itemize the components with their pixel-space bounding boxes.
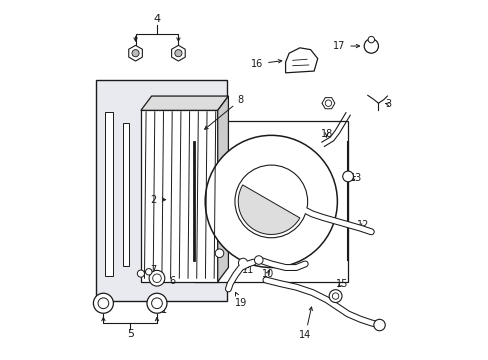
Circle shape: [152, 274, 161, 283]
Text: 19: 19: [234, 292, 246, 308]
Polygon shape: [217, 96, 228, 282]
Text: 12: 12: [356, 220, 368, 230]
Polygon shape: [285, 48, 317, 73]
Polygon shape: [322, 98, 334, 109]
Bar: [96, 80, 226, 301]
Text: 1: 1: [161, 302, 167, 315]
Polygon shape: [141, 96, 228, 111]
Circle shape: [373, 319, 385, 331]
Text: 5: 5: [126, 329, 133, 339]
Circle shape: [238, 258, 247, 267]
Bar: [105, 112, 113, 276]
Text: 17: 17: [332, 41, 359, 51]
Circle shape: [234, 165, 307, 238]
Circle shape: [132, 50, 139, 57]
Polygon shape: [171, 45, 185, 61]
Text: 3: 3: [385, 99, 391, 109]
Text: 15: 15: [335, 279, 347, 289]
Text: 13: 13: [349, 173, 362, 183]
Bar: [141, 111, 217, 282]
Circle shape: [149, 270, 164, 286]
Circle shape: [98, 298, 108, 309]
Circle shape: [254, 256, 263, 264]
Circle shape: [328, 290, 341, 302]
Circle shape: [145, 269, 152, 275]
Text: 2: 2: [150, 195, 165, 204]
Text: 18: 18: [320, 129, 332, 139]
Circle shape: [147, 293, 166, 313]
Text: 4: 4: [153, 14, 160, 24]
Text: 7: 7: [144, 265, 156, 275]
Circle shape: [137, 270, 144, 277]
Text: 9: 9: [322, 99, 328, 109]
Circle shape: [151, 298, 162, 309]
Text: 11: 11: [242, 265, 254, 275]
Circle shape: [342, 171, 353, 182]
Polygon shape: [238, 185, 299, 234]
Polygon shape: [128, 45, 142, 61]
Circle shape: [364, 39, 378, 53]
Circle shape: [205, 135, 337, 267]
Text: 10: 10: [261, 269, 273, 279]
Circle shape: [93, 293, 113, 313]
Text: 16: 16: [250, 59, 281, 69]
Text: 14: 14: [299, 307, 312, 341]
Bar: [194, 121, 347, 282]
Circle shape: [175, 50, 182, 57]
Bar: [123, 123, 129, 266]
Circle shape: [332, 293, 338, 299]
Circle shape: [215, 249, 224, 257]
Circle shape: [367, 36, 374, 43]
Text: 6: 6: [161, 276, 175, 286]
Circle shape: [325, 100, 331, 107]
Text: 8: 8: [204, 95, 244, 129]
